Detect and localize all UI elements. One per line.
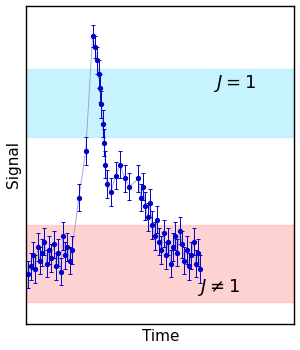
Text: $J \neq 1$: $J \neq 1$ [198, 277, 240, 298]
Bar [26, 69, 294, 137]
Bar [26, 225, 294, 302]
Y-axis label: Signal: Signal [6, 141, 21, 188]
Text: $J = 1$: $J = 1$ [214, 73, 256, 94]
X-axis label: Time: Time [142, 329, 179, 344]
